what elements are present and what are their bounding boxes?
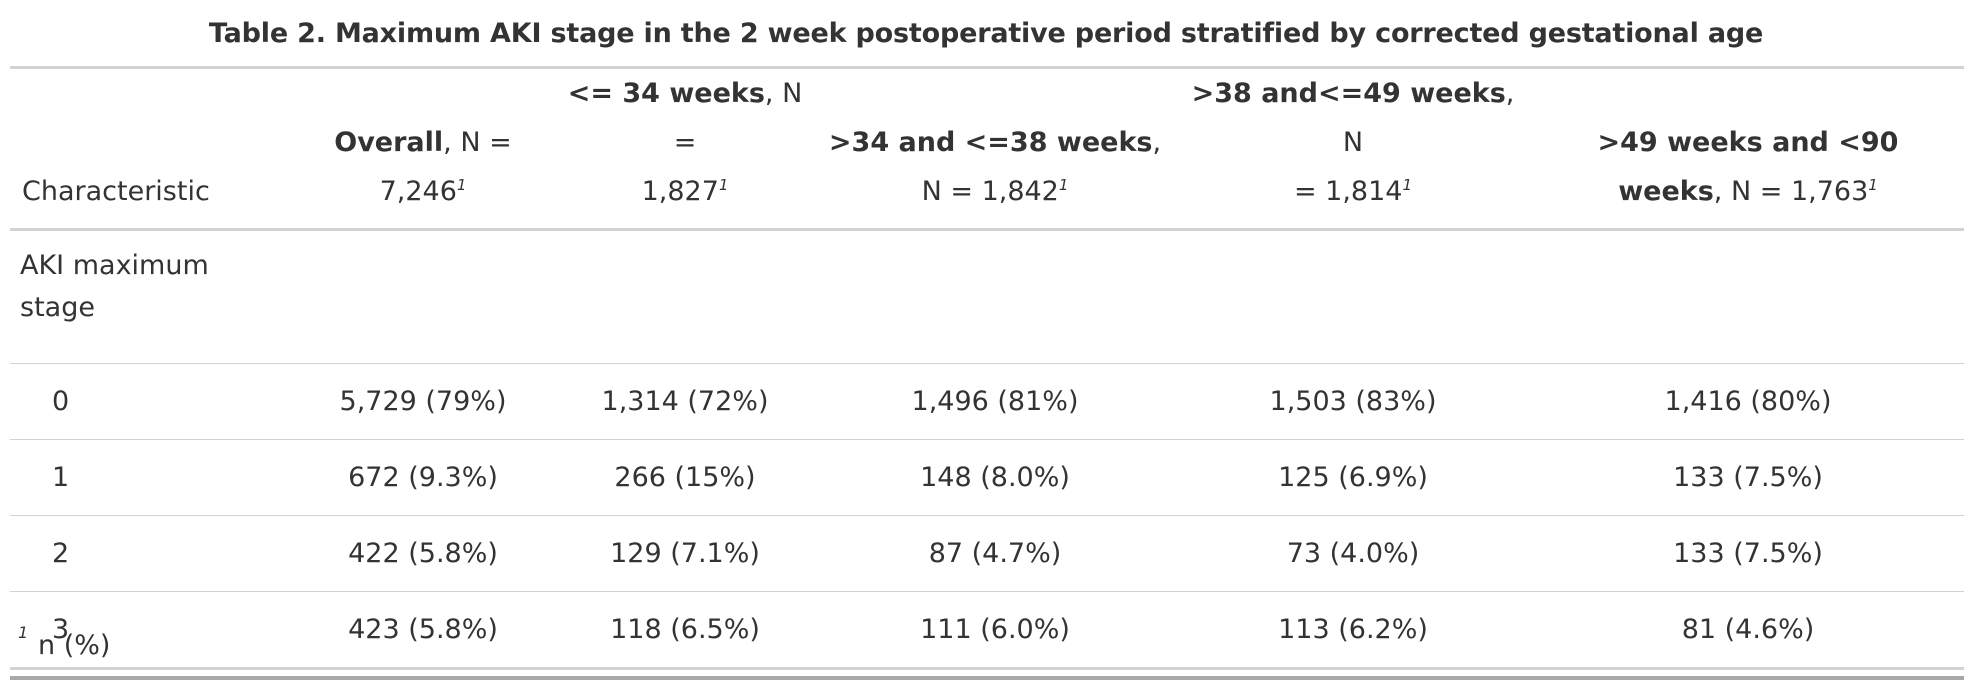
group-label: AKI maximum stage bbox=[10, 229, 292, 364]
footnote-text: n (%) bbox=[38, 630, 111, 661]
header-overall-n-prefix: , N = bbox=[443, 127, 512, 158]
header-49-90: >49 weeks and <90 weeks, N = 1,7631 bbox=[1532, 68, 1964, 230]
table-cell: 1,416 (80%) bbox=[1532, 363, 1964, 440]
empty-cell bbox=[1174, 229, 1532, 364]
header-49-90-label-line1: >49 weeks and <90 bbox=[1597, 127, 1899, 158]
row-label: 1 bbox=[10, 439, 292, 516]
header-le34-n: 1,827 bbox=[641, 176, 719, 207]
table-cell: 118 (6.5%) bbox=[554, 591, 816, 670]
table-cell: 73 (4.0%) bbox=[1174, 515, 1532, 592]
footnote-marker: 1 bbox=[1868, 176, 1878, 194]
table-caption: Table 2. Maximum AKI stage in the 2 week… bbox=[208, 18, 1764, 49]
empty-cell bbox=[292, 229, 554, 364]
header-34-38-n-prefix: , bbox=[1152, 127, 1162, 158]
header-le34-label: <= 34 weeks bbox=[567, 78, 765, 109]
table-cell: 81 (4.6%) bbox=[1532, 591, 1964, 670]
table-cell: 1,496 (81%) bbox=[816, 363, 1174, 440]
table-cell: 1,503 (83%) bbox=[1174, 363, 1532, 440]
footnote-marker: 1 bbox=[456, 176, 467, 194]
header-overall-n: 7,246 bbox=[379, 176, 457, 207]
empty-cell bbox=[1532, 229, 1964, 364]
header-le34: <= 34 weeks, N = 1,8271 bbox=[554, 68, 816, 230]
row-label: 3 bbox=[10, 591, 292, 670]
table-cell: 148 (8.0%) bbox=[816, 439, 1174, 516]
group-row: AKI maximum stage bbox=[10, 229, 1964, 364]
table-cell: 266 (15%) bbox=[554, 439, 816, 516]
table-cell: 5,729 (79%) bbox=[292, 363, 554, 440]
header-34-38-n: N = 1,842 bbox=[921, 176, 1059, 207]
row-label: 2 bbox=[10, 515, 292, 592]
header-38-49-n-prefix: , N bbox=[1342, 78, 1515, 158]
aki-stage-table: Characteristic Overall, N = 7,2461 <= 34 … bbox=[10, 66, 1964, 670]
table-row: 2 422 (5.8%) 129 (7.1%) 87 (4.7%) 73 (4.… bbox=[10, 515, 1964, 592]
empty-cell bbox=[816, 229, 1174, 364]
table-cell: 113 (6.2%) bbox=[1174, 591, 1532, 670]
table-cell: 423 (5.8%) bbox=[292, 591, 554, 670]
header-row: Characteristic Overall, N = 7,2461 <= 34 … bbox=[10, 67, 1964, 230]
header-overall-label: Overall bbox=[334, 127, 444, 158]
table-cell: 1,314 (72%) bbox=[554, 363, 816, 440]
footnote-marker: 1 bbox=[1402, 176, 1413, 194]
table-cell: 133 (7.5%) bbox=[1532, 515, 1964, 592]
header-characteristic: Characteristic bbox=[22, 176, 210, 207]
table-cell: 87 (4.7%) bbox=[816, 515, 1174, 592]
table-cell: 129 (7.1%) bbox=[554, 515, 816, 592]
table-row: 0 5,729 (79%) 1,314 (72%) 1,496 (81%) 1,… bbox=[10, 363, 1964, 440]
footnote-marker: 1 bbox=[1058, 176, 1069, 194]
header-49-90-label-line2: weeks bbox=[1618, 176, 1714, 207]
header-38-49: >38 and<=49 weeks, N = 1,8141 bbox=[1174, 68, 1532, 230]
header-34-38: >34 and <=38 weeks, N = 1,8421 bbox=[816, 68, 1174, 230]
table-row: 3 423 (5.8%) 118 (6.5%) 111 (6.0%) 113 (… bbox=[10, 591, 1964, 670]
table-row: 1 672 (9.3%) 266 (15%) 148 (8.0%) 125 (6… bbox=[10, 439, 1964, 516]
row-label: 0 bbox=[10, 363, 292, 440]
table-cell: 125 (6.9%) bbox=[1174, 439, 1532, 516]
header-38-49-n: = 1,814 bbox=[1293, 176, 1403, 207]
table-cell: 672 (9.3%) bbox=[292, 439, 554, 516]
footnote-marker: 1 bbox=[718, 176, 729, 194]
header-49-90-n: , N = 1,763 bbox=[1713, 176, 1869, 207]
header-le34-n-prefix: , N = bbox=[673, 78, 803, 158]
table-footnote: 1 n (%) bbox=[10, 616, 1964, 680]
table-cell: 111 (6.0%) bbox=[816, 591, 1174, 670]
header-34-38-label: >34 and <=38 weeks bbox=[828, 127, 1153, 158]
header-overall: Overall, N = 7,2461 bbox=[292, 68, 554, 230]
footnote-symbol: 1 bbox=[18, 623, 29, 642]
header-38-49-label: >38 and<=49 weeks bbox=[1191, 78, 1506, 109]
empty-cell bbox=[554, 229, 816, 364]
table-cell: 422 (5.8%) bbox=[292, 515, 554, 592]
table-cell: 133 (7.5%) bbox=[1532, 439, 1964, 516]
